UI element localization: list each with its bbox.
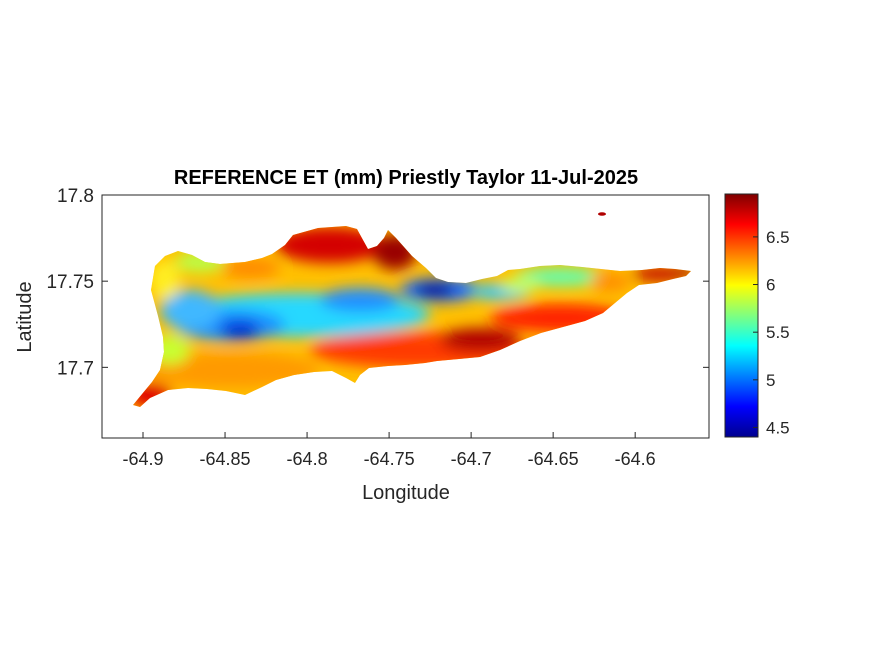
x-axis-label: Longitude — [362, 482, 450, 504]
y-tick-label: 17.8 — [57, 186, 94, 207]
colorbar-tick-label: 4.5 — [766, 418, 790, 437]
y-tick-label: 17.75 — [46, 272, 94, 293]
colorbar-tick-label: 6.5 — [766, 228, 790, 247]
chart-title: REFERENCE ET (mm) Priestly Taylor 11-Jul… — [174, 167, 638, 189]
x-tick-label: -64.6 — [615, 449, 656, 469]
y-axis: 17.7 17.75 17.8 — [46, 186, 709, 379]
x-tick-label: -64.7 — [451, 449, 492, 469]
x-tick-label: -64.9 — [122, 449, 163, 469]
colorbar-tick-label: 6 — [766, 276, 775, 295]
small-cay — [598, 212, 606, 216]
x-tick-label: -64.85 — [200, 449, 251, 469]
x-tick-label: -64.8 — [287, 449, 328, 469]
colorbar — [724, 193, 759, 438]
y-tick-label: 17.7 — [57, 358, 94, 379]
x-tick-label: -64.65 — [528, 449, 579, 469]
colorbar-ticks: 4.5 5 5.5 6 6.5 — [753, 228, 790, 437]
x-tick-label: -64.75 — [364, 449, 415, 469]
colorbar-tick-label: 5.5 — [766, 323, 790, 342]
colorbar-tick-label: 5 — [766, 371, 775, 390]
x-axis: -64.9 -64.85 -64.8 -64.75 -64.7 -64.65 -64.6 — [122, 432, 656, 469]
y-axis-label: Latitude — [14, 281, 36, 352]
